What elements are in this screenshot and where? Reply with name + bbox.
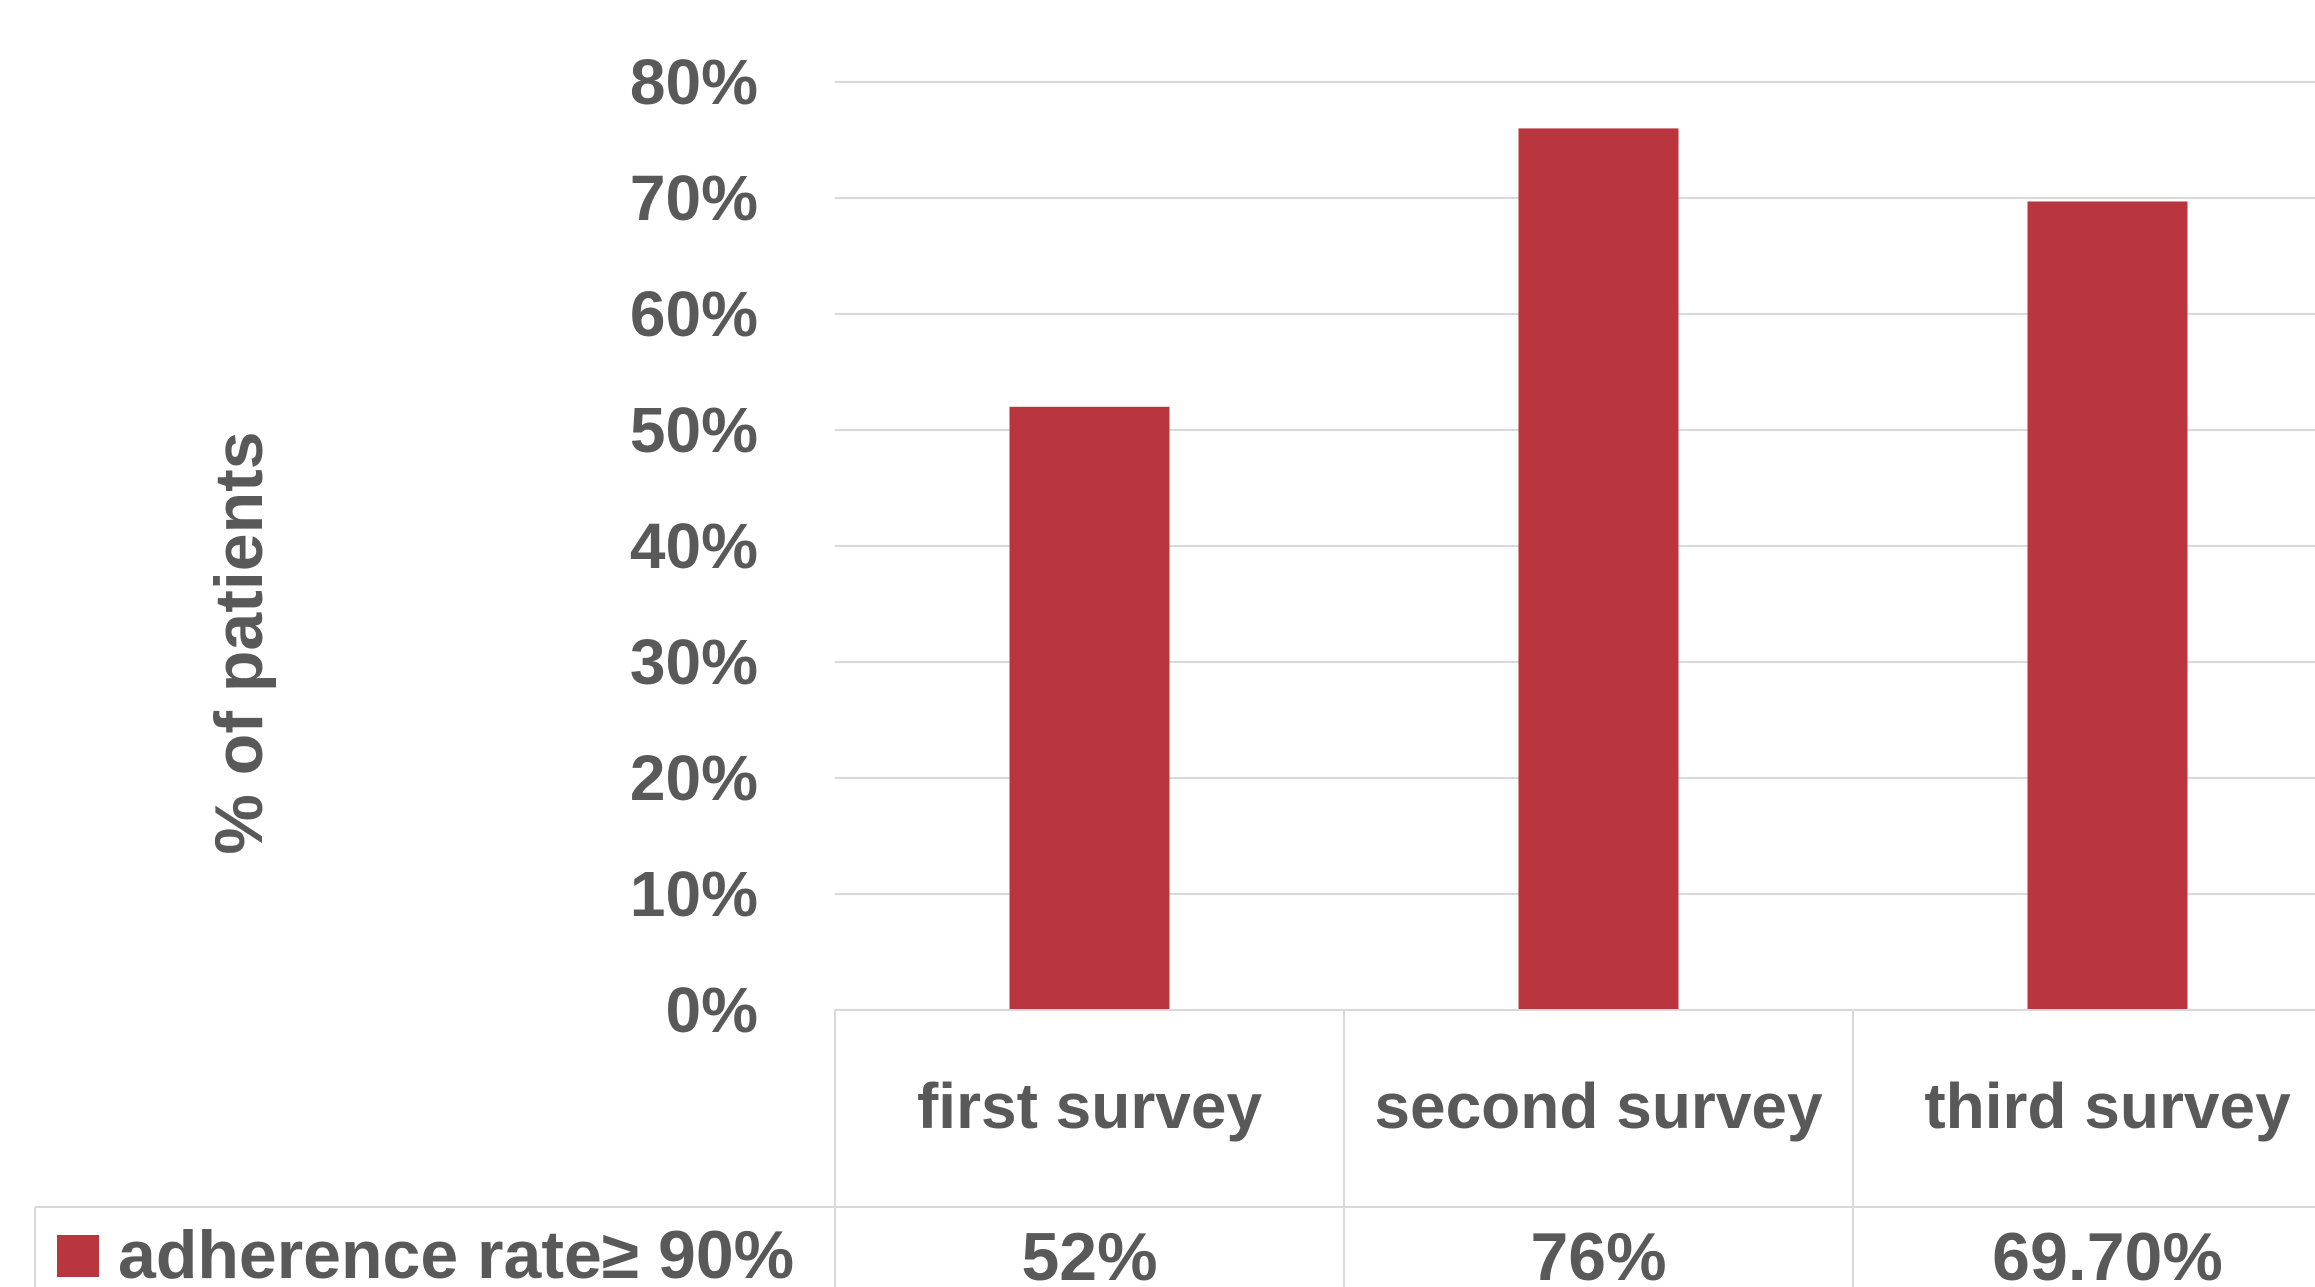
legend-swatch: [57, 1235, 99, 1277]
bar: [1009, 406, 1170, 1010]
x-category-label: third survey: [1924, 1070, 2291, 1142]
y-tick-label: 50%: [630, 394, 758, 466]
legend-series-name: adherence rate≥ 90%: [118, 1217, 794, 1287]
bar: [2027, 201, 2188, 1011]
y-tick-label: 0%: [666, 974, 759, 1046]
data-value-label: 69.70%: [1992, 1219, 2223, 1287]
bars: [1009, 128, 2188, 1011]
y-axis-ticks: 0% 10% 20% 30% 40% 50% 60% 70% 80%: [630, 46, 758, 1046]
y-tick-label: 20%: [630, 742, 758, 814]
data-table: first survey second survey third survey adh…: [34, 1009, 2315, 1287]
data-value-label: 76%: [1530, 1219, 1666, 1287]
y-tick-label: 60%: [630, 278, 758, 350]
x-category-label: first survey: [917, 1070, 1262, 1142]
x-category-label: second survey: [1374, 1070, 1823, 1142]
bar: [1518, 128, 1679, 1010]
y-axis-title: % of patients: [201, 431, 277, 854]
y-tick-label: 10%: [630, 858, 758, 930]
y-tick-label: 30%: [630, 626, 758, 698]
data-value-label: 52%: [1021, 1219, 1157, 1287]
y-tick-label: 80%: [630, 46, 758, 118]
y-tick-label: 70%: [630, 162, 758, 234]
y-tick-label: 40%: [630, 510, 758, 582]
